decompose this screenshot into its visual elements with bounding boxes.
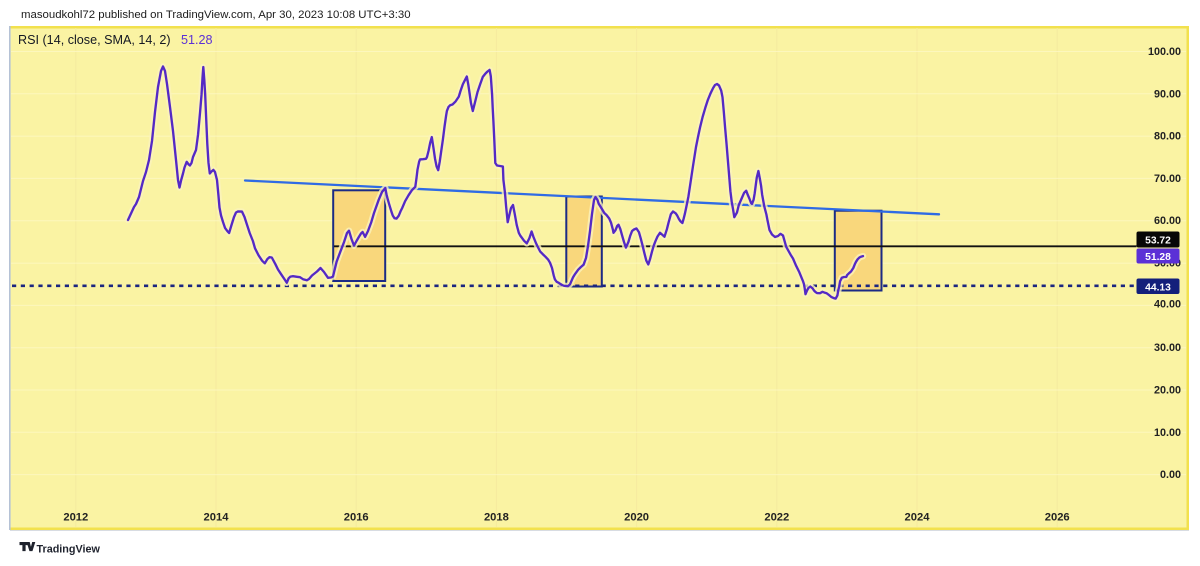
svg-text:TradingView: TradingView <box>37 544 101 556</box>
svg-text:2012: 2012 <box>63 512 88 524</box>
svg-text:51.28: 51.28 <box>1145 252 1171 263</box>
svg-text:53.72: 53.72 <box>1145 235 1171 246</box>
svg-text:10.00: 10.00 <box>1154 427 1181 439</box>
svg-text:44.13: 44.13 <box>1145 282 1171 293</box>
svg-text:100.00: 100.00 <box>1148 46 1181 58</box>
svg-text:20.00: 20.00 <box>1154 385 1181 397</box>
svg-text:masoudkohl72 published on Trad: masoudkohl72 published on TradingView.co… <box>21 9 411 21</box>
svg-text:70.00: 70.00 <box>1154 173 1181 185</box>
svg-text:30.00: 30.00 <box>1154 342 1181 354</box>
svg-text:2014: 2014 <box>204 512 230 524</box>
svg-text:90.00: 90.00 <box>1154 88 1181 100</box>
svg-text:RSI (14, close, SMA, 14, 2): RSI (14, close, SMA, 14, 2) <box>18 33 171 47</box>
svg-text:2026: 2026 <box>1045 512 1070 524</box>
svg-text:2020: 2020 <box>624 512 649 524</box>
svg-text:51.28: 51.28 <box>181 33 213 47</box>
svg-text:2018: 2018 <box>484 512 509 524</box>
svg-text:0.00: 0.00 <box>1160 469 1181 481</box>
svg-text:80.00: 80.00 <box>1154 131 1181 143</box>
svg-text:60.00: 60.00 <box>1154 215 1181 227</box>
svg-text:2016: 2016 <box>344 512 369 524</box>
svg-text:40.00: 40.00 <box>1154 298 1181 310</box>
svg-text:2024: 2024 <box>905 512 931 524</box>
svg-text:2022: 2022 <box>764 512 789 524</box>
